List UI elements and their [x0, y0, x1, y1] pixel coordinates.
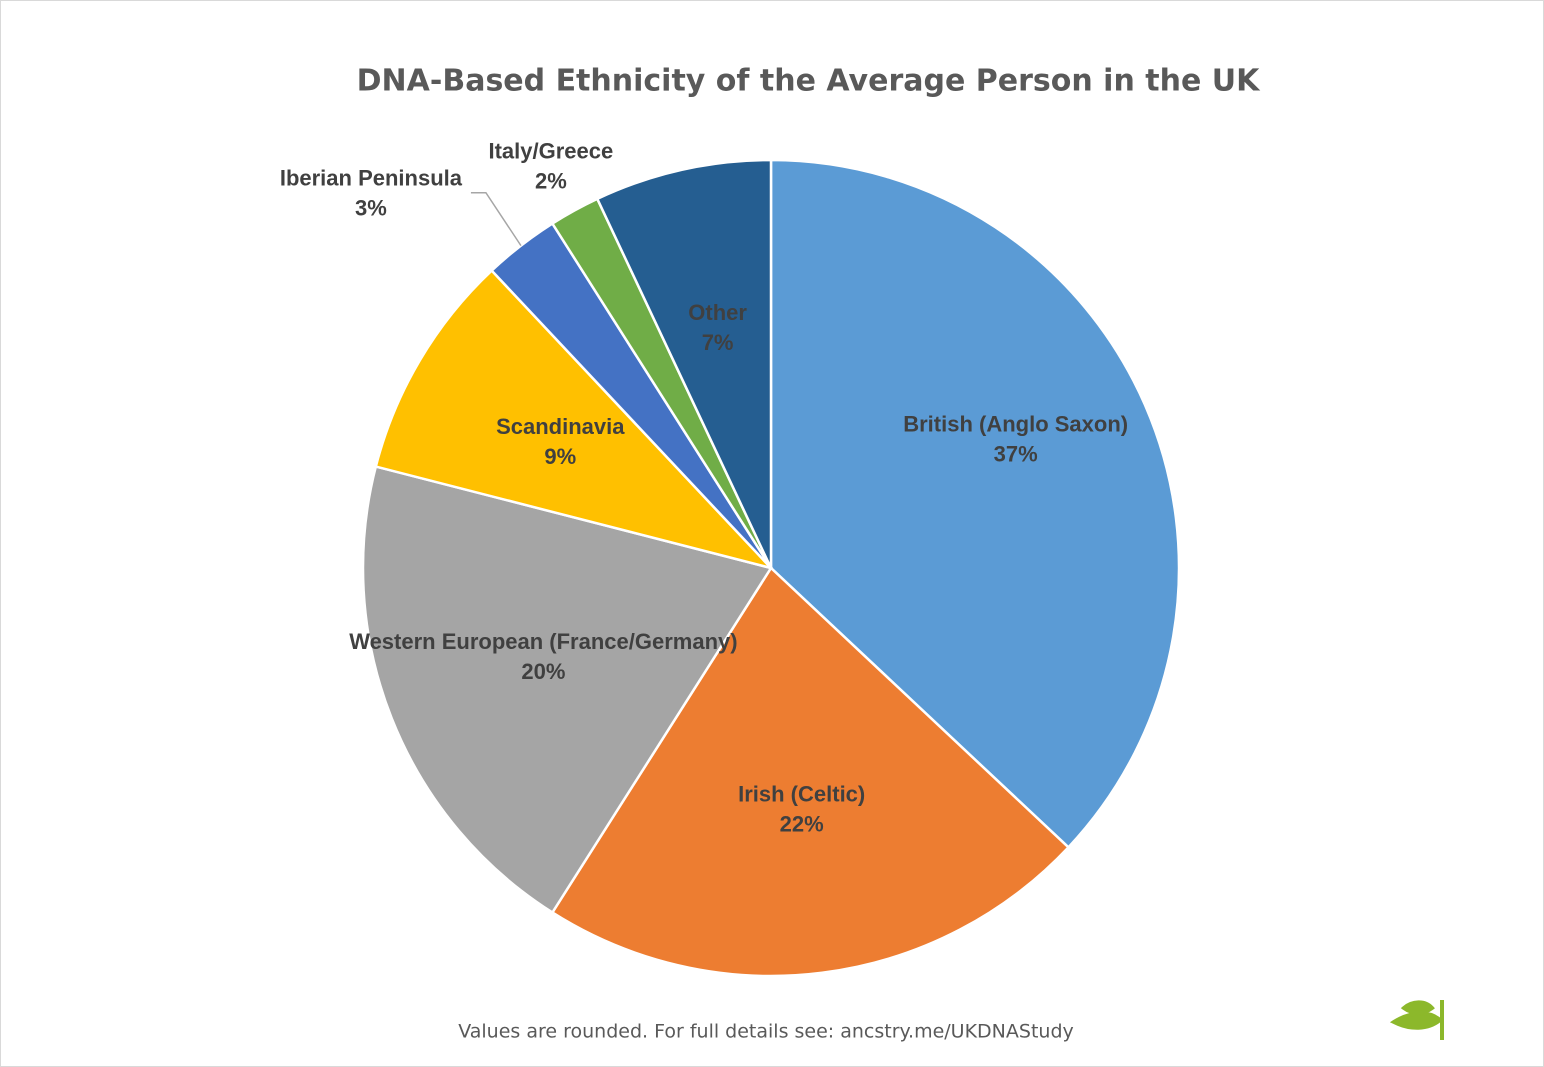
pie-slice: [361, 465, 773, 915]
slice-label: Scandinavia: [496, 414, 625, 439]
footnote: Values are rounded. For full details see…: [458, 1021, 1074, 1043]
value-label: 2%: [535, 168, 567, 193]
value-label: 22%: [780, 812, 824, 837]
leader-line: [470, 191, 522, 247]
value-label: 9%: [544, 444, 576, 469]
slice-label: Other: [688, 300, 747, 325]
value-label: 37%: [994, 442, 1038, 467]
pie-slice: [374, 268, 775, 571]
slice-label: British (Anglo Saxon): [903, 412, 1128, 437]
slice-label: Iberian Peninsula: [280, 166, 463, 191]
chart-title: DNA-Based Ethnicity of the Average Perso…: [357, 64, 1261, 99]
slice-label: Irish (Celtic): [738, 782, 865, 807]
pie-slice: [595, 158, 773, 569]
slice-label: Western European (France/Germany): [349, 629, 737, 654]
value-label: 7%: [702, 330, 734, 355]
logo: [1389, 1000, 1444, 1040]
pie-slice: [550, 566, 1071, 978]
value-label: 20%: [521, 659, 565, 684]
value-label: 3%: [355, 196, 387, 221]
pie-slice: [769, 158, 1181, 850]
slice-label: Italy/Greece: [488, 138, 613, 163]
